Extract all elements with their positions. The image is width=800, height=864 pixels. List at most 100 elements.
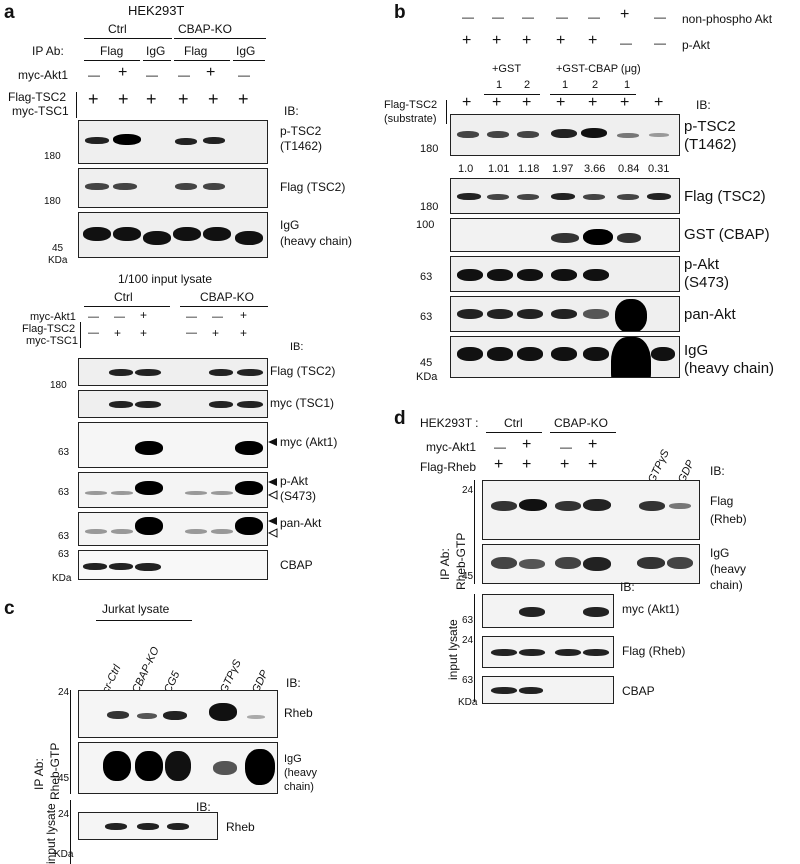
ib-c-rheb: Rheb [284,706,313,720]
sign: — [560,440,572,454]
ib-b-gst-cbap: GST (CBAP) [684,226,770,243]
quant-value: 1.18 [518,163,540,175]
quant-value: 1.97 [552,163,574,175]
mw-marker: 63 [462,675,474,686]
sign: + [146,89,157,109]
ib-b-flag-tsc2: Flag (TSC2) [684,188,766,205]
group-ctrl-input: Ctrl [114,290,133,304]
sign: + [492,32,502,49]
group-cbap-ko: CBAP-KO [178,22,233,36]
amount: 1 [562,79,569,91]
blot-c-rheb [78,690,278,738]
sign: + [212,326,220,340]
mw-marker: 63 [58,549,70,560]
filled-arrow-icon [268,517,277,525]
sign: + [206,64,216,81]
ib-igg: IgG [280,218,300,232]
blot-b-igg [450,336,680,378]
sign: + [140,326,148,340]
blot-in-myc [78,390,268,418]
blot-b-gst-cbap [450,218,680,252]
ib-label-c: IB: [286,676,301,690]
sign: + [588,436,598,453]
sign: + [88,89,99,109]
sign: + [178,89,189,109]
ip-ab-label: IP Ab: [32,44,64,58]
gst-label: +GST [492,63,522,75]
sign: — [494,440,506,454]
mw-marker: 63 [58,447,70,458]
sign: — [186,327,197,339]
mw-marker: 180 [44,196,61,207]
ib-label-input: IB: [290,341,304,353]
sign: + [462,94,472,111]
ib-d-igg: IgG [710,546,730,560]
gst-cbap-label: +GST-CBAP (μg) [556,63,641,75]
d-row-flag-rheb: Flag-Rheb [420,460,477,474]
ib-label: IB: [284,104,299,118]
sign: — [88,311,99,323]
blot-d-igg [482,544,700,584]
quant-value: 1.01 [488,163,510,175]
mw-marker: 180 [44,151,61,162]
sign: + [494,456,504,473]
sign: + [208,89,219,109]
mw-marker: 24 [58,809,70,820]
sign: + [140,308,148,322]
ib-c-igg: IgG [284,753,302,765]
ip-igg-ko: IgG [236,44,256,58]
blot-in-pakt [78,472,268,508]
blot-b-panakt [450,296,680,332]
ib-d-flag-rheb: (Rheb) [710,512,747,526]
sign: — [146,68,158,82]
blot-b-pakt [450,256,680,292]
ib-d-flag: Flag [710,494,734,508]
ib-b-igg-heavy: (heavy chain) [684,360,775,377]
ib-in-panakt: pan-Akt [280,516,322,530]
sign: — [654,10,666,24]
row-myc-tsc1-input: myc-TSC1 [26,335,78,347]
sign: + [620,94,630,111]
sign: — [212,311,223,323]
lane-cbap-ko: CBAP-KO [130,645,162,696]
group-ko-input: CBAP-KO [200,290,255,304]
ib-label-d2: IB: [620,580,635,594]
ib-c-igg-heavy: (heavy [284,767,318,779]
sign: + [114,326,122,340]
sign: — [588,10,600,24]
d-group-ko: CBAP-KO [554,416,609,430]
sign: + [118,64,128,81]
quant-value: 1.0 [458,163,474,175]
ib-d-igg-heavy: (heavy [710,562,747,576]
open-arrow-icon [268,528,278,538]
blot-b-flag-tsc2 [450,178,680,214]
amount: 1 [624,79,631,91]
sign: — [522,10,534,24]
mw-marker: 45 [52,243,64,254]
amount: 2 [524,79,531,91]
row-pakt: p-Akt [682,38,711,52]
ib-ptsc2-site: (T1462) [280,139,323,153]
blot-d-flag-rheb-input [482,636,614,668]
ib-b-igg: IgG [684,342,709,359]
sign: + [522,456,532,473]
ib-b-panakt: pan-Akt [684,306,736,323]
blot-c-input-rheb [78,812,218,840]
ib-c-igg-chain: chain) [284,781,314,793]
sign: + [620,6,630,23]
panel-b-letter: b [394,2,406,23]
sign: — [88,68,100,82]
sign: — [492,10,504,24]
sign: — [238,68,250,82]
sign: + [240,308,248,322]
blot-igg-a [78,212,268,258]
sign: — [88,327,99,339]
blot-in-cbap [78,550,268,580]
mw-marker: 180 [50,380,67,391]
ib-in-pakt: p-Akt [280,474,309,488]
sign: — [654,36,666,50]
ib-d-flag-rheb-input: Flag (Rheb) [622,644,686,658]
ib-b-ptsc2-site: (T1462) [684,136,737,153]
blot-c-igg [78,742,278,794]
blot-in-panakt [78,512,268,546]
